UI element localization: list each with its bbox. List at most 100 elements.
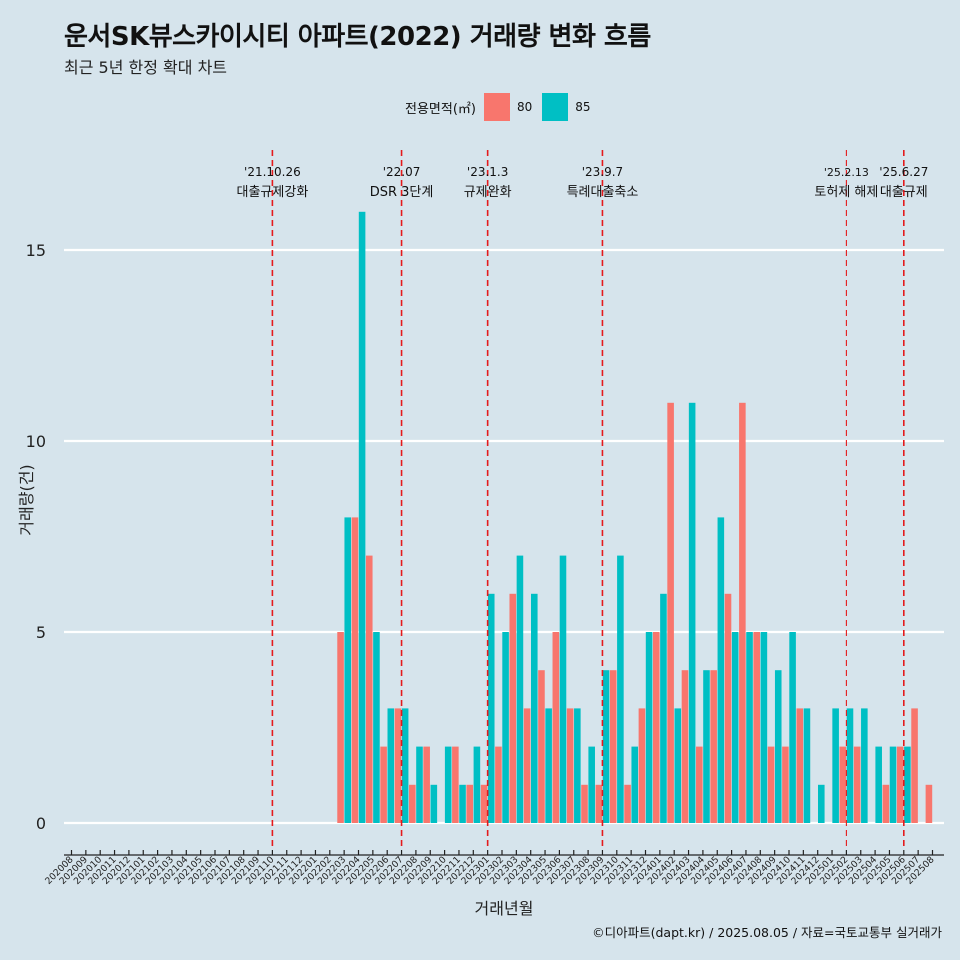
bar-80-202411 [796,708,804,823]
y-tick-label: 15 [26,241,46,260]
bar-80-202311 [624,784,631,823]
legend-label-80: 80 [516,100,533,114]
bar-85-202501 [832,708,839,823]
bar-80-202409 [767,746,775,823]
bar-85-202302 [502,632,509,823]
bar-80-202211 [452,746,459,823]
bar-80-202205 [365,555,373,823]
annotation-text-5: 대출규제 [880,185,928,200]
bar-85-202403 [688,402,696,823]
bar-80-202502 [839,746,847,823]
annotation-date-2: '23.1.3 [467,165,508,179]
bar-85-202311 [631,746,639,823]
bar-85-202408 [760,632,768,823]
bar-80-202209 [423,746,430,823]
legend: 전용면적(㎡) 80 85 [405,93,601,121]
bar-85-202305 [545,708,552,823]
bar-85-202407 [746,632,753,823]
bar-80-202407 [739,402,746,823]
bar-85-202310 [617,555,624,823]
y-tick-label: 10 [26,432,46,451]
bar-85-202307 [574,708,581,823]
bar-85-202411 [803,708,811,823]
bar-85-202503 [861,708,868,823]
bar-85-202402 [674,708,682,823]
bar-85-202205 [373,632,380,823]
bar-80-202405 [710,670,717,823]
annotation-date-5: '25.6.27 [879,165,928,179]
bar-80-202408 [753,632,760,823]
bar-85-202404 [703,670,710,823]
bar-80-202301 [480,784,488,823]
bar-80-202307 [566,708,574,823]
bar-80-202404 [696,746,703,823]
annotation-date-4: '25.2.13 [824,166,869,179]
bar-85-202212 [473,746,481,823]
bar-85-202204 [358,211,366,824]
bar-80-202503 [853,746,861,823]
annotation-text-0: 대출규제강화 [237,185,309,200]
annotation-date-3: '23.9.7 [582,165,623,179]
bar-80-202302 [495,746,502,823]
bar-85-202504 [875,746,882,823]
bar-80-202309 [595,784,603,823]
bar-85-202410 [789,632,796,823]
annotation-date-0: '21.10.26 [244,165,301,179]
legend-label-85: 85 [575,100,591,114]
bar-80-202505 [882,784,890,823]
bar-85-202505 [889,746,897,823]
chart-subtitle: 최근 5년 한정 확대 차트 [64,58,228,77]
bar-85-202412 [818,784,825,823]
source-caption: ©디아파트(dapt.kr) / 2025.08.05 / 자료=국토교통부 실… [592,925,942,940]
bar-80-202507 [911,708,918,823]
bar-85-202401 [660,593,667,823]
y-tick-label: 5 [36,623,46,642]
bar-85-202206 [387,708,395,823]
bar-80-202312 [638,708,646,823]
bar-85-202211 [459,784,466,823]
annotation-text-1: DSR 3단계 [370,185,434,200]
bar-80-202207 [394,708,402,823]
bar-80-202401 [652,632,660,823]
bar-85-202203 [344,517,352,823]
bar-80-202306 [552,632,560,823]
bar-80-202402 [667,402,674,823]
bar-85-202409 [774,670,782,823]
bar-80-202204 [351,517,359,823]
bar-80-202305 [538,670,545,823]
y-tick-label: 0 [36,814,46,833]
x-axis-title: 거래년월 [475,899,534,918]
bar-80-202506 [896,746,904,823]
bar-85-202308 [588,746,595,823]
bar-85-202306 [559,555,567,823]
bar-85-202210 [444,746,452,823]
annotation-text-2: 규제완화 [464,185,512,200]
bar-80-202406 [724,593,732,823]
annotation-text-4: 토허제 해제 [814,185,878,200]
legend-swatch-80 [483,93,510,121]
bar-85-202506 [904,746,911,823]
bar-85-202405 [717,517,725,823]
bar-80-202206 [380,746,387,823]
bar-85-202309 [602,670,610,823]
bar-80-202410 [782,746,789,823]
bar-80-202310 [609,670,617,823]
legend-title: 전용면적(㎡) [405,101,476,117]
bar-85-202502 [846,708,854,823]
bar-80-202304 [523,708,531,823]
legend-swatch-85 [542,93,569,121]
bar-80-202203 [337,632,344,823]
bar-85-202406 [731,632,739,823]
chart-title: 운서SK뷰스카이시티 아파트(2022) 거래량 변화 흐름 [64,22,651,52]
bar-80-202508 [925,784,933,823]
bar-80-202208 [409,784,416,823]
bar-80-202403 [681,670,689,823]
bar-85-202304 [531,593,538,823]
annotation-date-1: '22.07 [383,165,421,179]
bar-85-202209 [430,784,438,823]
annotation-text-3: 특례대출축소 [567,185,639,200]
y-axis-title: 거래량(건) [17,464,36,535]
bar-80-202308 [581,784,588,823]
bar-85-202303 [516,555,524,823]
